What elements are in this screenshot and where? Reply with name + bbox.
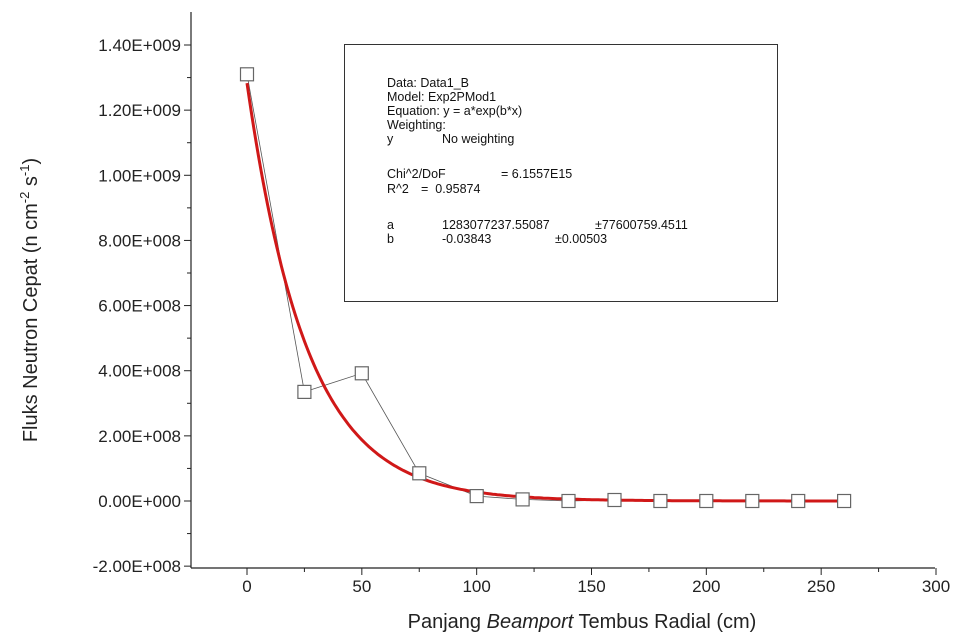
fit-curve xyxy=(245,82,845,503)
fit-results-box: Data: Data1_B Model: Exp2PMod1 Equation:… xyxy=(344,44,778,302)
fit-b-value: -0.03843 xyxy=(442,232,492,246)
fit-chi-label: Chi^2/DoF xyxy=(387,167,446,181)
y-tick-labels: -2.00E+008 0.00E+000 2.00E+008 4.00E+008 6.0… xyxy=(93,36,181,576)
y-tick-label: 8.00E+008 xyxy=(98,231,181,250)
fit-equation: Equation: y = a*exp(b*x) xyxy=(387,104,523,118)
data-point-marker xyxy=(745,493,760,509)
data-point-marker xyxy=(469,489,484,504)
fit-r2-label: R^2 xyxy=(387,182,409,196)
x-tick-label: 250 xyxy=(807,577,835,596)
fit-r2-value: = 0.95874 xyxy=(421,182,481,196)
y-tick-label: 0.00E+000 xyxy=(98,492,181,511)
x-axis-title-part1: Panjang xyxy=(408,611,487,633)
x-tick-label: 0 xyxy=(242,577,251,596)
x-tick-label: 300 xyxy=(922,577,950,596)
y-tick-label: 6.00E+008 xyxy=(98,297,181,316)
data-point-marker xyxy=(561,493,576,509)
x-tick-labels: 0 50 100 150 200 250 300 xyxy=(242,577,950,596)
fit-y-weight: No weighting xyxy=(442,132,515,146)
fit-data: Data: Data1_B xyxy=(387,76,469,90)
x-axis-title-italic: Beamport xyxy=(487,611,575,633)
y-axis-title-part1: Fluks Neutron Cepat (n cm xyxy=(20,203,42,442)
data-point-marker xyxy=(354,366,369,381)
fit-b-label: b xyxy=(387,232,394,246)
data-point-marker xyxy=(653,493,668,509)
fit-a-value: 1283077237.55087 xyxy=(442,218,550,232)
y-tick-label: 4.00E+008 xyxy=(98,362,181,381)
data-point-marker xyxy=(412,466,427,481)
y-axis-title-sup2: -1 xyxy=(17,165,32,177)
x-axis-title-part3: Tembus Radial (cm) xyxy=(573,611,756,633)
fit-a-label: a xyxy=(387,218,394,232)
data-point-marker xyxy=(239,67,255,82)
fit-b-error: ±0.00503 xyxy=(555,232,608,246)
data-markers xyxy=(239,67,852,509)
y-axis-title-part5: ) xyxy=(20,158,42,165)
x-tick-label: 200 xyxy=(692,577,720,596)
data-point-marker xyxy=(791,493,806,509)
data-point-marker xyxy=(297,384,312,399)
fit-chi-value: = 6.1557E15 xyxy=(501,167,573,181)
y-tick-label: -2.00E+008 xyxy=(93,557,181,576)
axis-ticks xyxy=(184,44,937,575)
y-axis-title-part3: s xyxy=(20,176,42,192)
data-point-marker xyxy=(836,493,852,509)
fit-model: Model: Exp2PMod1 xyxy=(387,90,497,104)
y-tick-label: 1.40E+009 xyxy=(98,36,181,55)
x-tick-label: 50 xyxy=(352,577,371,596)
y-tick-label: 2.00E+008 xyxy=(98,427,181,446)
data-point-marker xyxy=(607,492,622,508)
data-point-marker xyxy=(515,492,530,507)
fit-a-error: ±77600759.4511 xyxy=(595,218,688,232)
x-axis-title: Panjang Beamport Tembus Radial (cm) xyxy=(408,611,757,633)
y-axis-title-sup1: -2 xyxy=(17,192,32,204)
fit-weighting: Weighting: xyxy=(387,118,446,132)
y-axis-title: Fluks Neutron Cepat (n cm-2 s-1) xyxy=(17,158,42,442)
x-tick-label: 150 xyxy=(577,577,605,596)
x-tick-label: 100 xyxy=(462,577,490,596)
y-tick-label: 1.00E+009 xyxy=(98,166,181,185)
data-point-marker xyxy=(699,493,714,509)
fit-y-label: y xyxy=(387,132,394,146)
y-tick-label: 1.20E+009 xyxy=(98,101,181,120)
